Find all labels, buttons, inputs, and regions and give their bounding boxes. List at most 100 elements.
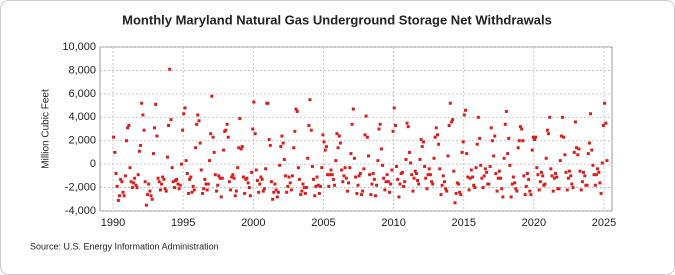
point	[189, 175, 193, 179]
point	[398, 182, 402, 186]
point	[458, 190, 462, 194]
point	[555, 175, 559, 179]
point	[262, 187, 266, 191]
y-tick-label: 4,000	[68, 111, 96, 123]
point	[176, 182, 180, 186]
point	[181, 128, 185, 132]
point	[357, 174, 361, 178]
point	[275, 195, 279, 199]
point	[310, 164, 314, 168]
point	[485, 170, 489, 174]
point	[551, 189, 555, 193]
point	[508, 163, 512, 167]
point	[202, 187, 206, 191]
point	[587, 141, 591, 145]
point	[236, 166, 240, 170]
point	[201, 191, 205, 195]
point	[230, 175, 234, 179]
point	[525, 172, 529, 176]
point	[579, 188, 583, 192]
point	[320, 166, 324, 170]
point	[490, 139, 494, 143]
point	[466, 175, 470, 179]
point	[376, 159, 380, 163]
point	[567, 169, 571, 173]
point	[578, 169, 582, 173]
point	[565, 188, 569, 192]
point	[347, 181, 351, 185]
point	[549, 167, 553, 171]
point	[392, 106, 396, 110]
point	[451, 118, 455, 122]
point	[506, 152, 510, 156]
point	[448, 101, 452, 105]
point	[417, 182, 421, 186]
point	[297, 177, 301, 181]
point	[165, 155, 169, 159]
point	[129, 180, 133, 184]
point	[113, 150, 117, 154]
point	[167, 123, 171, 127]
point	[480, 176, 484, 180]
point	[117, 194, 121, 198]
point	[151, 152, 155, 156]
point	[219, 195, 223, 199]
point	[577, 147, 581, 151]
y-tick-label: 6,000	[68, 88, 96, 100]
point	[261, 189, 265, 193]
x-tick-label: 2000	[241, 217, 265, 229]
point	[300, 189, 304, 193]
point	[487, 182, 491, 186]
point	[494, 172, 498, 176]
point	[130, 186, 134, 190]
point	[119, 177, 123, 181]
point	[266, 101, 270, 105]
point	[409, 161, 413, 165]
point	[237, 146, 241, 150]
point	[335, 132, 339, 136]
point	[538, 180, 542, 184]
point	[372, 177, 376, 181]
point	[352, 156, 356, 160]
point	[443, 180, 447, 184]
point	[383, 188, 387, 192]
point	[179, 162, 183, 166]
x-tick-label: 1995	[171, 217, 195, 229]
point	[218, 176, 222, 180]
point	[157, 180, 161, 184]
point	[478, 136, 482, 140]
point	[289, 188, 293, 192]
point	[246, 181, 250, 185]
point	[307, 123, 311, 127]
point	[212, 150, 216, 154]
point	[197, 119, 201, 123]
point	[396, 177, 400, 181]
point	[527, 177, 531, 181]
y-tick-label: -2,000	[65, 181, 96, 193]
point	[128, 166, 132, 170]
point	[560, 115, 564, 119]
point	[427, 167, 431, 171]
point	[532, 138, 536, 142]
point	[407, 150, 411, 154]
point	[269, 180, 273, 184]
point	[528, 189, 532, 193]
point	[495, 189, 499, 193]
point	[403, 180, 407, 184]
point	[280, 134, 284, 138]
point	[220, 176, 224, 180]
point	[178, 183, 182, 187]
point	[418, 157, 422, 161]
point	[146, 193, 150, 197]
point	[605, 159, 609, 163]
point	[382, 176, 386, 180]
point	[450, 120, 454, 124]
point	[424, 176, 428, 180]
point	[287, 175, 291, 179]
point	[412, 176, 416, 180]
point	[453, 201, 457, 205]
point	[247, 186, 251, 190]
point	[430, 180, 434, 184]
